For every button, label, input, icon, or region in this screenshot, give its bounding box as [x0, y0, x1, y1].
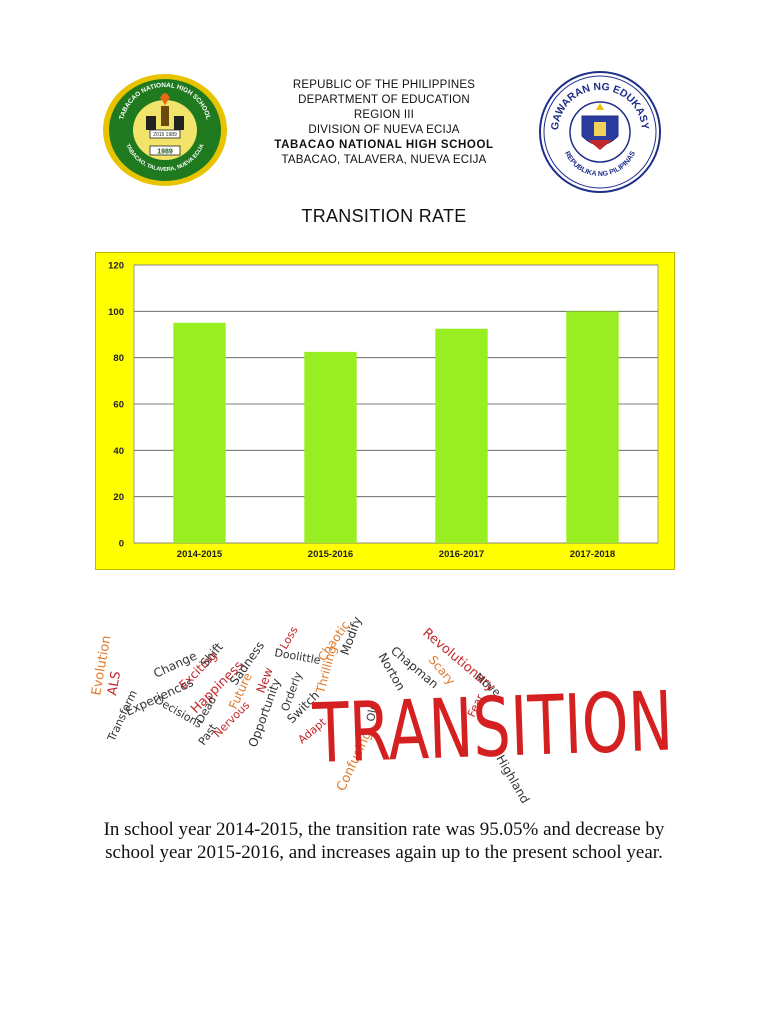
bar — [435, 328, 488, 543]
y-tick-label: 20 — [113, 492, 124, 503]
y-tick-label: 120 — [108, 261, 124, 272]
word-cloud-main-word: TRANSITION — [311, 674, 675, 782]
word-cloud-word: Shift — [198, 640, 226, 670]
letterhead-school-name: TABACAO NATIONAL HIGH SCHOOL — [274, 139, 494, 151]
letterhead-line-department: DEPARTMENT OF EDUCATION — [298, 94, 470, 106]
deped-seal-icon: KAGAWARAN NG EDUKASYON REPUBLIKA NG PILI… — [538, 70, 661, 193]
y-tick-label: 0 — [119, 539, 124, 550]
plot-border — [133, 264, 659, 544]
y-tick-label: 60 — [113, 400, 124, 411]
summary-caption: In school year 2014-2015, the transition… — [103, 819, 665, 863]
x-tick-label: 2017-2018 — [570, 549, 615, 560]
y-tick-label: 80 — [113, 353, 124, 364]
bar — [173, 322, 226, 543]
x-tick-label: 2014-2015 — [177, 549, 223, 560]
word-cloud-word: ALS — [105, 670, 124, 697]
word-cloud-word: Old — [364, 702, 380, 723]
chart-title: TRANSITION RATE — [301, 206, 467, 226]
transition-word-cloud: EvolutionALSTransformExperiencesChangeDe… — [89, 615, 675, 806]
letterhead: TABACAO NATIONAL HIGH SCHOOL TABACAO, TA… — [0, 0, 768, 200]
letterhead-line-republic: REPUBLIC OF THE PHILIPPINES — [292, 79, 476, 91]
letterhead-line-division: DIVISION OF NUEVA ECIJA — [308, 124, 460, 136]
x-tick-label: 2015-2016 — [308, 549, 353, 560]
letterhead-address: TABACAO, TALAVERA, NUEVA ECIJA — [281, 154, 487, 166]
word-cloud-word: Loss — [277, 624, 300, 652]
x-tick-label: 2016-2017 — [439, 549, 484, 560]
left-seal-year: 1989 — [157, 149, 173, 156]
y-tick-label: 40 — [113, 446, 124, 457]
school-seal-icon: TABACAO NATIONAL HIGH SCHOOL TABACAO, TA… — [103, 74, 227, 186]
word-cloud-word: Doolittle — [273, 646, 321, 667]
letterhead-line-region: REGION III — [353, 109, 415, 121]
bar — [304, 351, 357, 543]
bar-chart: 0 20 40 60 80 100 120 2014-2015 2015-2016 2016-20… — [95, 252, 675, 570]
letterhead-text: REPUBLIC OF THE PHILIPPINES DEPARTMENT O… — [230, 78, 538, 168]
y-tick-label: 100 — [108, 307, 124, 318]
left-seal-year-band: 2015 1989 — [153, 132, 177, 138]
bar-chart-svg: 0 20 40 60 80 100 120 2014-2015 2015-2016 2016-20… — [108, 261, 659, 560]
bar — [566, 311, 619, 543]
